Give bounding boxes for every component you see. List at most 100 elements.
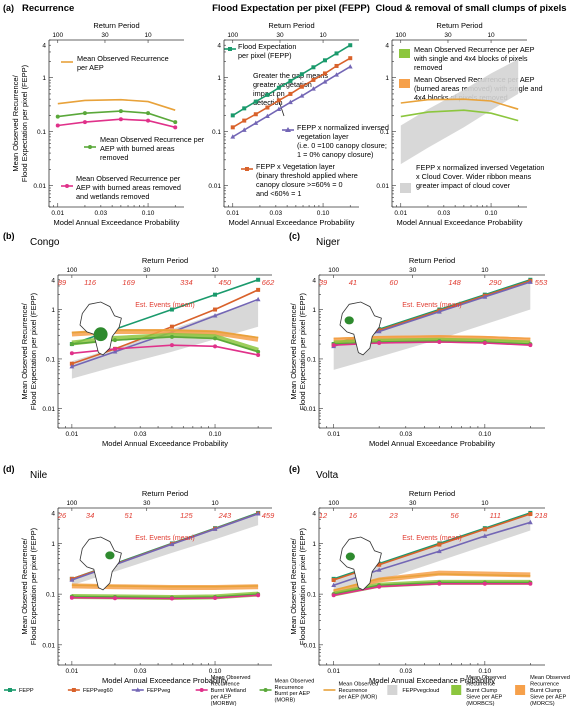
y-axis-label: Flood Expectation per pixel (FEPP) (298, 527, 307, 645)
x-tick-label: 0.01 (226, 210, 239, 217)
legend-marker (135, 687, 141, 692)
legend-label: Mean Observed Recurrence Burnt Clump Sieve … (530, 675, 570, 707)
panel-e-title: Volta (316, 470, 339, 481)
y-axis-label: Mean Observed Recurrence/ (11, 74, 20, 171)
point-FEPPveg60 (334, 63, 339, 68)
y-tick-label: 0.1 (307, 592, 316, 599)
panel-a-title-recurrence: Recurrence (22, 3, 74, 14)
point-FEPP (322, 58, 327, 63)
point-FEPPveg60 (528, 512, 533, 517)
x-tick-label: 0.01 (327, 431, 340, 438)
map-nile (79, 536, 122, 591)
point-MORBW (146, 118, 151, 123)
est-events-value: 553 (535, 278, 548, 287)
legend: FEPP FEPPveg60 FEPPveg Mean Observed Recurre… (4, 675, 570, 707)
y-tick-label: 0.1 (307, 356, 316, 363)
point-FEPPveg (69, 363, 75, 369)
point-MORB (55, 114, 60, 119)
x-tick-label: 0.10 (142, 210, 155, 217)
y-axis-label: Mean Observed Recurrence/ (20, 302, 29, 399)
est-events-value: 51 (124, 511, 132, 520)
note-mor: Mean Observed Recurrence per AEP (77, 54, 169, 72)
point-FEPPveg60 (265, 105, 270, 110)
point-FEPPveg (299, 93, 305, 98)
est-events-value: 56 (450, 511, 459, 520)
point-FEPPveg (265, 113, 270, 119)
point-FEPPveg (255, 296, 261, 302)
note-morb: Mean Observed Recurrence per AEP with bur… (100, 135, 205, 162)
point-FEPP (276, 85, 281, 90)
est-events-value: 290 (488, 278, 502, 287)
point-MORBW (213, 595, 218, 600)
chart-a-fepp: 4 1 0.1 0.01 0.01 0.03 0.10 100 30 10 Return Perio… (208, 21, 359, 227)
x-tick-label: 0.10 (209, 668, 222, 675)
point-MORBW (69, 595, 74, 600)
est-events-value: 148 (448, 278, 461, 287)
chart-b: 4 1 0.1 0.01 0.01 0.03 0.10 100 30 10 Return Perio… (20, 256, 275, 448)
est-events-value: 60 (389, 278, 398, 287)
y-tick-label: 4 (51, 277, 55, 284)
est-events-value: 334 (180, 278, 193, 287)
x-tick-label: 0.01 (51, 210, 64, 217)
legend-marker (8, 688, 12, 692)
y-tick-label: 0.1 (380, 129, 389, 136)
y-tick-label: 0.01 (33, 183, 46, 190)
top-axis-label: Return Period (268, 21, 314, 30)
y-axis-label: Mean Observed Recurrence/ (289, 302, 298, 399)
y-axis-label: Flood Expectation per pixel (FEPP) (298, 292, 307, 410)
note-feppveg: FEPP x normalized inversed vegetation lay… (297, 123, 389, 159)
basin-nile-icon (105, 551, 115, 560)
y-tick-label: 4 (217, 43, 221, 50)
point-FEPPveg (482, 294, 488, 299)
legend-item-FEPPvegcloud: FEPPvegcloud (387, 685, 439, 695)
legend-label: FEPPveg60 (83, 688, 113, 694)
point-FEPPveg (255, 511, 261, 516)
swatch-morb-dot (88, 145, 92, 149)
x-axis-label: Model Annual Exceedance Probability (369, 676, 495, 685)
y-axis-label: Flood Expectation per pixel (FEPP) (29, 527, 38, 645)
basin-congo-icon (93, 327, 108, 342)
top-tick-label: 100 (328, 500, 339, 507)
inset-maps-layer (79, 301, 382, 591)
y-axis-label: Flood Expectation per pixel (FEPP) (29, 292, 38, 410)
point-MORBW (69, 351, 74, 356)
map-congo (79, 301, 122, 356)
basin-volta-icon (345, 552, 355, 561)
point-FEPP (230, 113, 235, 118)
legend-label: Mean Observed Recurrence per AEP (MOR) (338, 682, 378, 701)
top-tick-label: 10 (319, 32, 327, 39)
top-axis-label: Return Period (409, 256, 455, 265)
point-MORB (169, 334, 174, 339)
x-tick-label: 0.03 (134, 668, 147, 675)
point-MORB (146, 111, 151, 116)
legend-label: FEPPveg (147, 688, 171, 694)
point-MORBW (173, 125, 178, 130)
top-axis-label: Return Period (142, 256, 188, 265)
y-tick-label: 0.01 (303, 406, 316, 413)
panel-a-note-swatches (61, 47, 411, 193)
y-tick-label: 0.01 (42, 642, 55, 649)
top-tick-label: 100 (66, 267, 77, 274)
top-tick-label: 30 (444, 32, 452, 39)
top-axis-label: Return Period (93, 21, 139, 30)
point-MORBW (55, 123, 60, 128)
chart-e: 4 1 0.1 0.01 0.01 0.03 0.10 100 30 10 Return Perio… (289, 489, 548, 685)
top-tick-label: 10 (144, 32, 152, 39)
point-FEPPveg (241, 127, 247, 132)
panel-d-title: Nile (30, 470, 48, 481)
point-FEPP (213, 292, 218, 297)
panel-b-letter: (b) (3, 231, 15, 241)
swatch-feppveg60-marker (245, 167, 249, 171)
top-tick-label: 10 (211, 500, 219, 507)
x-tick-label: 0.03 (399, 668, 412, 675)
legend-swatch (515, 685, 526, 695)
point-FEPPveg (334, 72, 339, 77)
est-events-label: Est. Events (mean) (135, 302, 195, 309)
point-FEPP (334, 51, 339, 56)
y-tick-label: 0.1 (46, 592, 55, 599)
y-tick-label: 4 (42, 43, 46, 50)
legend-item-MORBCS: Mean Observed Recurrence Burnt Clump Sieve … (451, 675, 506, 707)
y-tick-label: 0.01 (208, 183, 221, 190)
